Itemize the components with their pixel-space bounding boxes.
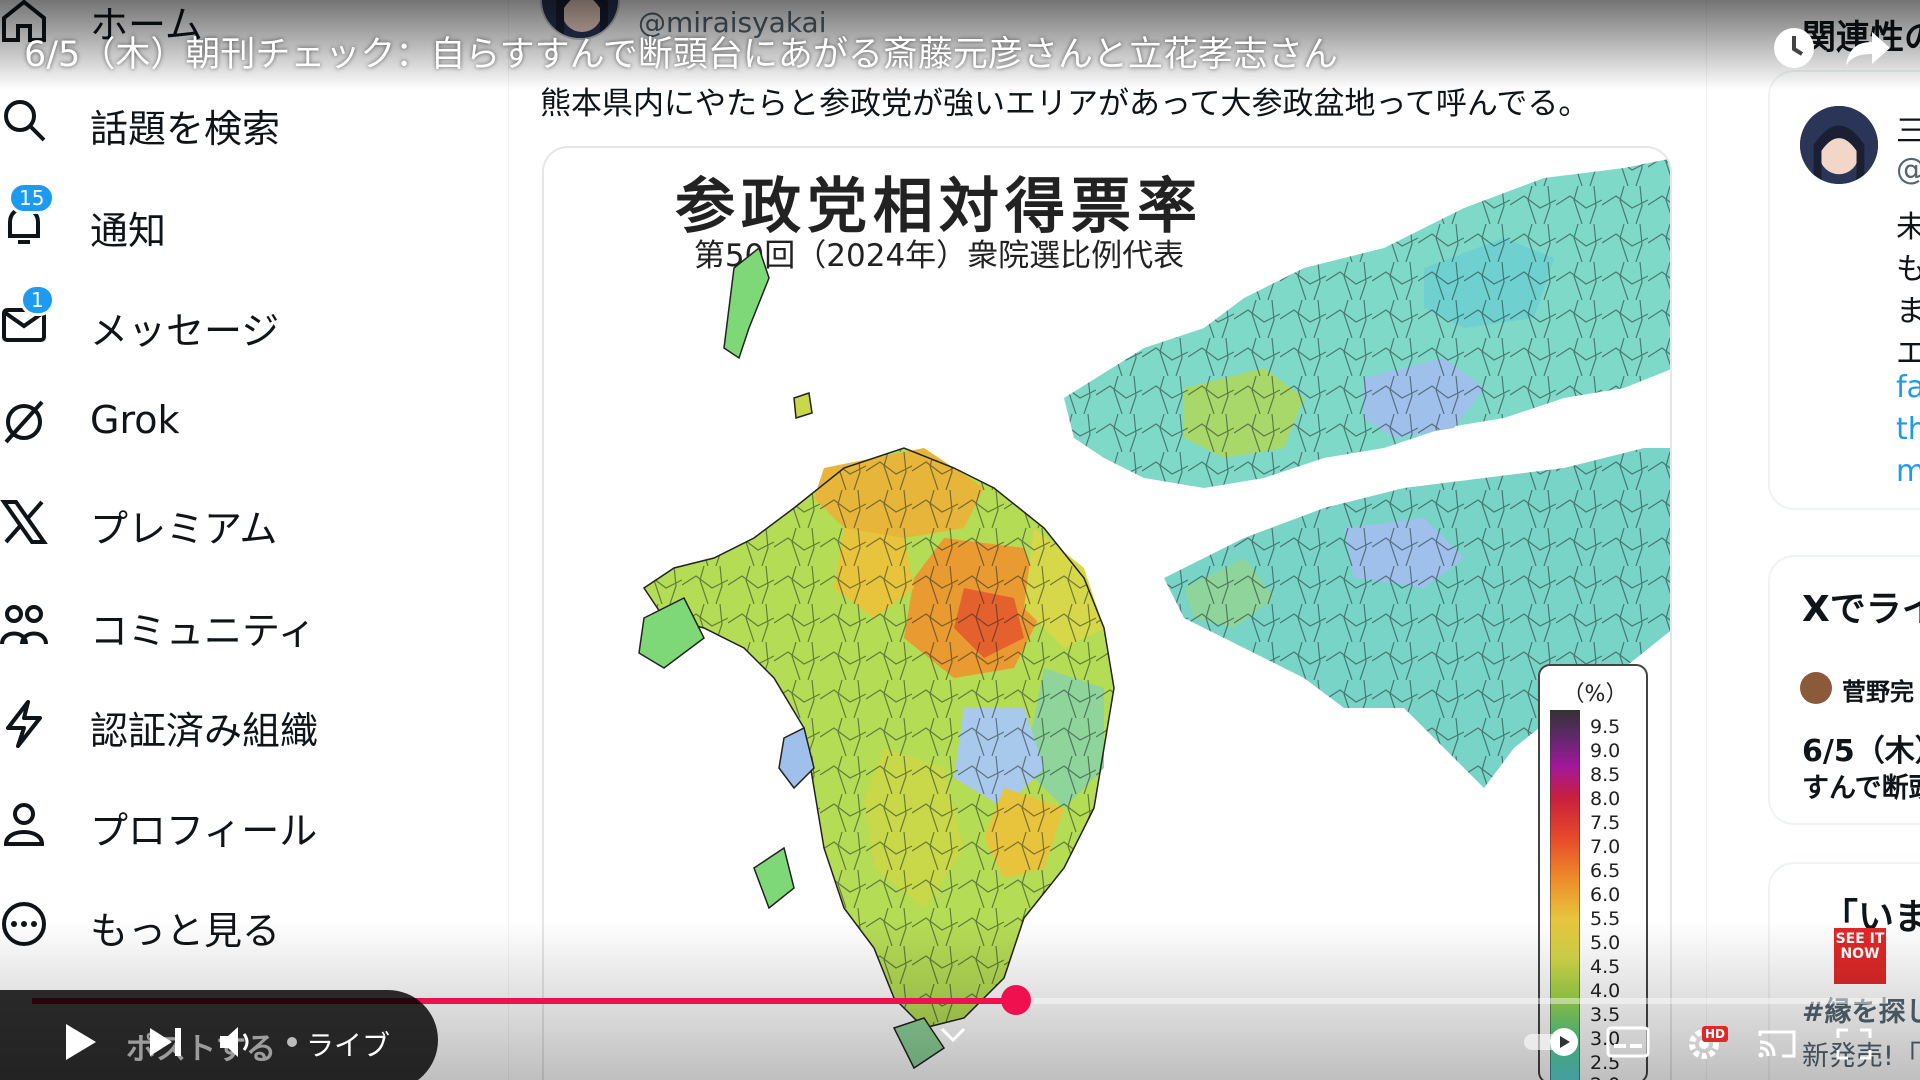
related-user-bio: エ: [1896, 336, 1920, 371]
related-user-link[interactable]: th: [1896, 412, 1920, 447]
map-island-tsushima: [723, 246, 770, 360]
column-divider: [1706, 0, 1707, 1080]
avatar-image: [1800, 106, 1878, 184]
legend-tick: 2.0: [1590, 1074, 1620, 1080]
live-title-line: すんで断頭: [1802, 773, 1920, 804]
related-user-link[interactable]: m: [1896, 454, 1920, 489]
legend-tick: 6.0: [1590, 884, 1621, 906]
profile-icon: [3, 803, 45, 846]
video-title[interactable]: 6/5（木）朝刊チェック：自らすすんで断頭台にあがる斎藤元彦さんと立花孝志さん: [24, 35, 1338, 75]
legend-tick: 7.5: [1590, 812, 1621, 834]
legend-tick: 7.0: [1590, 836, 1621, 858]
live-title-line: 6/5（木）: [1802, 734, 1920, 769]
tweet-text: 熊本県内にやたらと参政党が強いエリアがあって大参政盆地って呼んでる。: [540, 86, 1590, 122]
legend-colorbar: [1550, 710, 1580, 1080]
map-legend: （%）: [1538, 664, 1648, 1080]
community-icon: [0, 605, 48, 645]
sidebar-item-label: コミュニティ: [90, 609, 316, 653]
legend-tick: 8.0: [1590, 788, 1621, 810]
tweet-image-map[interactable]: 参政党相対得票率 第50回（2024年）衆院選比例代表: [542, 146, 1672, 1080]
sidebar-item-label: 通知: [90, 209, 167, 253]
related-user-bio: ま: [1896, 294, 1920, 329]
play-icon[interactable]: [62, 1022, 98, 1062]
x-logo-icon: [0, 500, 48, 544]
legend-tick: 9.5: [1590, 716, 1621, 738]
trend-hashtag[interactable]: #縁を探し: [1802, 990, 1920, 1029]
sidebar-item-label: 話題を検索: [90, 107, 281, 151]
live-user-avatar: [1800, 672, 1832, 704]
map-island-koshiki: [753, 846, 795, 910]
legend-tick: 9.0: [1590, 740, 1621, 762]
related-user-name[interactable]: 三: [1896, 114, 1920, 149]
live-dot: [287, 1037, 297, 1047]
volume-icon[interactable]: [218, 1024, 258, 1060]
live-label[interactable]: ライブ: [306, 1029, 391, 1062]
live-card[interactable]: [1768, 555, 1920, 825]
map-island-amakusa: [778, 726, 815, 790]
sidebar-item-label: 認証済み組織: [90, 709, 319, 753]
lightning-icon: [6, 700, 42, 748]
column-divider: [508, 0, 509, 1080]
sidebar-item-label: プレミアム: [90, 507, 278, 551]
chevron-down-icon[interactable]: [940, 1026, 966, 1044]
right-sidebar: 関連性の 三 @ 未 も ま エ fa th m Xでライ 菅野完 6/5（木）…: [1740, 0, 1920, 1080]
video-top-gradient: [0, 0, 1920, 90]
subtitles-icon[interactable]: [1606, 1026, 1650, 1058]
sidebar-item-label: メッセージ: [90, 309, 280, 353]
related-user-bio: も: [1896, 252, 1920, 287]
cast-icon[interactable]: [1756, 1028, 1798, 1060]
progress-bar[interactable]: [32, 998, 1888, 1004]
watch-later-icon[interactable]: [1770, 24, 1818, 72]
related-user-link[interactable]: fa: [1896, 370, 1920, 405]
progress-scrubber[interactable]: [1000, 985, 1031, 1015]
autoplay-toggle[interactable]: [1524, 1026, 1584, 1058]
hd-badge: HD: [1702, 1026, 1729, 1042]
legend-tick: 4.5: [1590, 956, 1620, 978]
live-user-name: 菅野完: [1842, 678, 1914, 706]
related-user-bio: 未: [1896, 210, 1920, 245]
map-island-goto: [638, 596, 705, 669]
sidebar-item-label: Grok: [90, 398, 180, 442]
legend-tick: 3.0: [1590, 1028, 1620, 1050]
legend-tick: 3.5: [1590, 1004, 1620, 1026]
share-icon[interactable]: [1844, 24, 1892, 72]
x-sidebar: ホーム 話題を検索 15 通知 1 メッセージ Grok プレミアム コミュニテ…: [0, 0, 510, 1080]
progress-fill: [32, 998, 1016, 1004]
map-borders-chugoku: [1064, 158, 1670, 488]
legend-tick: 5.5: [1590, 908, 1621, 930]
message-badge: 1: [20, 284, 55, 316]
see-it-now-badge[interactable]: SEE IT NOW: [1834, 928, 1886, 984]
more-icon: [2, 902, 46, 946]
next-icon[interactable]: [148, 1026, 184, 1058]
related-user-handle: @: [1896, 152, 1920, 187]
sidebar-item-label: もっと見る: [90, 900, 280, 955]
legend-tick: 5.0: [1590, 932, 1620, 954]
map-island-south: [892, 1017, 946, 1070]
map-subtitle: 第50回（2024年）衆院選比例代表: [693, 238, 1185, 274]
related-user-avatar[interactable]: [1800, 106, 1878, 184]
trend-card: [1768, 862, 1920, 1080]
live-heading: Xでライ: [1802, 589, 1920, 630]
tweet-post: @miraisyakai 熊本県内にやたらと参政党が強いエリアがあって大参政盆地…: [510, 0, 1705, 1080]
fullscreen-icon[interactable]: [1836, 1028, 1872, 1060]
map-title: 参政党相対得票率: [675, 172, 1203, 242]
legend-tick: 4.0: [1590, 980, 1620, 1002]
notification-badge: 15: [8, 182, 56, 214]
legend-tick: 8.5: [1590, 764, 1621, 786]
legend-tick: 6.5: [1590, 860, 1621, 882]
grok-icon: [4, 400, 44, 444]
search-icon: [4, 100, 46, 142]
choropleth-map: [638, 158, 1670, 1070]
sidebar-item-label: プロフィール: [90, 809, 318, 853]
map-island-iki: [793, 392, 813, 419]
legend-unit: （%）: [1562, 682, 1628, 707]
